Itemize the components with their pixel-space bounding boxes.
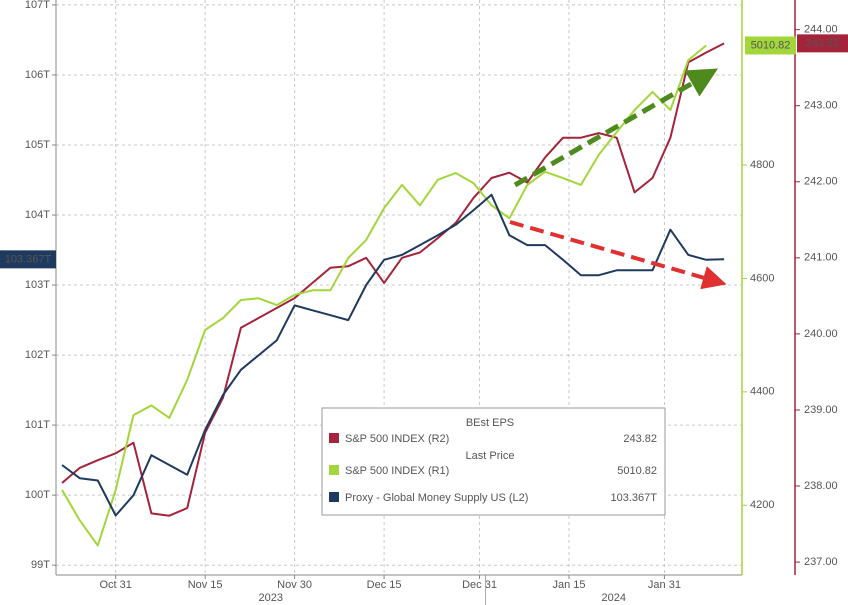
legend: BEst EPS S&P 500 INDEX (R2) 243.82 Last … (321, 407, 666, 516)
y3-tick-label: 239.00 (804, 404, 838, 416)
legend-value: 103.367T (611, 492, 658, 504)
x-tick-label: Nov 30 (277, 579, 312, 591)
trend-arrow-up (513, 68, 719, 188)
legend-label: Proxy - Global Money Supply US (L2) (345, 492, 528, 504)
x-tick-label: Dec 31 (462, 579, 497, 591)
y-tick-label: 106T (25, 69, 50, 81)
lines (61, 42, 725, 547)
legend-box (321, 407, 666, 516)
legend-group: BEst EPS (466, 417, 514, 429)
year-label: 2023 (259, 592, 283, 604)
last-value-flag (745, 36, 796, 55)
legend-swatch (329, 465, 339, 475)
series-line (61, 44, 707, 547)
year-label: 2024 (602, 592, 626, 604)
last-value-label: 243.82 (806, 37, 840, 49)
grid (56, 0, 742, 575)
y2-tick-label: 4400 (750, 386, 774, 398)
last-value-flag (0, 250, 56, 269)
y-tick-label: 102T (25, 349, 50, 361)
legend-label: S&P 500 INDEX (R2) (345, 433, 449, 445)
series-line (61, 193, 725, 517)
y-tick-label: 99T (31, 559, 50, 571)
trend-arrow-down (509, 220, 727, 290)
legend-swatch (329, 492, 339, 502)
y-tick-label: 107T (25, 0, 50, 11)
x-tick-label: Dec 15 (367, 579, 402, 591)
y2-tick-label: 4800 (750, 159, 774, 171)
legend-group: Last Price (466, 450, 515, 462)
y-tick-label: 104T (25, 209, 50, 221)
y3-tick-label: 240.00 (804, 328, 838, 340)
y3-tick-label: 243.00 (804, 100, 838, 112)
x-tick-label: Jan 15 (552, 579, 585, 591)
y-tick-label: 100T (25, 489, 50, 501)
last-value-label: 5010.82 (751, 39, 791, 51)
x-tick-label: Jan 31 (648, 579, 681, 591)
y3-tick-label: 241.00 (804, 252, 838, 264)
y2-tick-label: 4600 (750, 272, 774, 284)
y3-tick-label: 242.00 (804, 176, 838, 188)
last-value-label: 103.367T (5, 253, 52, 265)
y3-tick-label: 237.00 (804, 556, 838, 568)
x-tick-label: Nov 15 (188, 579, 223, 591)
y3-tick-label: 238.00 (804, 480, 838, 492)
legend-label: S&P 500 INDEX (R1) (345, 465, 449, 477)
legend-value: 243.82 (623, 433, 657, 445)
x-tick-label: Oct 31 (99, 579, 131, 591)
y-tick-label: 101T (25, 419, 50, 431)
y3-tick-label: 244.00 (804, 24, 838, 36)
legend-value: 5010.82 (617, 465, 657, 477)
y2-tick-label: 4200 (750, 499, 774, 511)
legend-swatch (329, 433, 339, 443)
y-tick-label: 103T (25, 279, 50, 291)
y-tick-label: 105T (25, 139, 50, 151)
last-value-flag (797, 34, 848, 53)
